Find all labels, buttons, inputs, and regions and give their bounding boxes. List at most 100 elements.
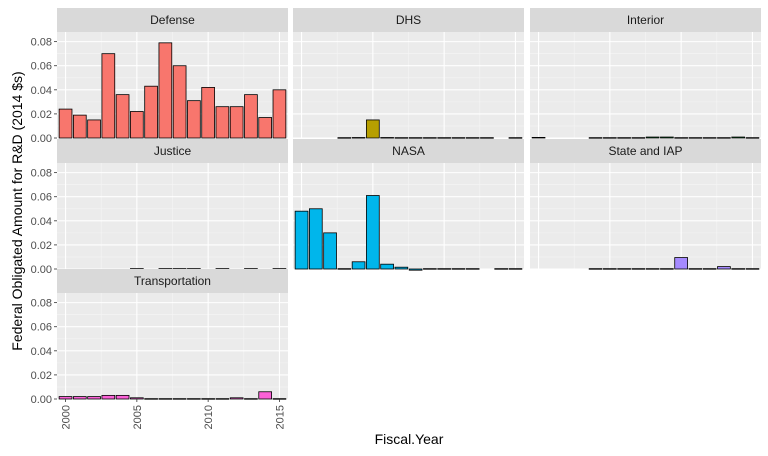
bar xyxy=(172,65,187,139)
bar xyxy=(423,137,437,139)
bar xyxy=(617,137,631,139)
bar xyxy=(745,137,760,139)
bar xyxy=(465,137,480,139)
bar xyxy=(508,137,523,139)
bar xyxy=(130,111,144,139)
bar xyxy=(294,210,309,270)
bar xyxy=(603,268,617,270)
facet-strip xyxy=(57,269,288,293)
bar xyxy=(244,94,258,139)
x-tick-label: 2005 xyxy=(132,405,144,429)
y-tick-label: 0.00 xyxy=(31,394,52,406)
y-tick-label: 0.08 xyxy=(31,168,52,180)
bar xyxy=(731,136,746,139)
facet-strip xyxy=(530,8,761,32)
bar xyxy=(631,268,646,270)
facet-strip xyxy=(57,139,288,163)
facet-strip xyxy=(293,8,524,32)
facet-strip-label: Interior xyxy=(627,13,664,27)
facet-strip-label: Defense xyxy=(150,13,195,27)
x-tick-label: 2010 xyxy=(203,405,215,429)
bar xyxy=(660,136,674,139)
bar xyxy=(351,261,366,270)
bar xyxy=(351,137,366,139)
bar xyxy=(451,137,466,139)
bar xyxy=(115,94,130,139)
bar xyxy=(144,398,158,400)
bar xyxy=(494,268,509,270)
bar xyxy=(337,268,352,270)
y-tick-label: 0.08 xyxy=(31,37,52,49)
facet-strip-label: DHS xyxy=(396,13,421,27)
bar xyxy=(101,53,116,139)
y-tick-label: 0.02 xyxy=(31,240,52,252)
y-tick-label: 0.06 xyxy=(31,192,52,204)
y-tick-label: 0.04 xyxy=(31,216,52,228)
bar xyxy=(380,137,394,139)
bar xyxy=(437,137,451,139)
bar xyxy=(130,397,144,400)
bar xyxy=(366,195,380,270)
facet-nasa: NASA xyxy=(293,139,524,271)
bar xyxy=(508,268,523,270)
bar xyxy=(87,396,101,400)
bar xyxy=(645,268,660,270)
bar xyxy=(408,268,423,271)
bar xyxy=(660,268,674,270)
bar xyxy=(187,398,201,400)
facet-strip xyxy=(293,139,524,163)
x-axis-title: Fiscal.Year xyxy=(375,431,444,447)
bar xyxy=(158,42,173,139)
bar xyxy=(674,257,688,270)
bar xyxy=(229,106,244,139)
facet-interior: Interior xyxy=(530,8,761,139)
facet-strip-label: NASA xyxy=(392,144,425,158)
bar xyxy=(394,266,409,270)
bar xyxy=(244,398,258,400)
bar xyxy=(366,119,380,139)
y-tick-label: 0.00 xyxy=(31,133,52,145)
bar xyxy=(603,137,617,139)
bar xyxy=(158,398,173,400)
bar xyxy=(645,136,660,139)
bar xyxy=(58,108,73,139)
bar xyxy=(423,268,437,270)
bar xyxy=(731,268,746,270)
bar xyxy=(201,87,215,139)
bar xyxy=(688,268,703,270)
bar xyxy=(323,232,337,270)
bar xyxy=(187,100,201,139)
facet-defense: Defense 0.00 0.02 0.04 0.06 0.08 xyxy=(31,8,288,145)
bar xyxy=(58,396,73,400)
facet-state-and-iap: State and IAP xyxy=(530,139,761,270)
bar xyxy=(674,137,688,139)
bar xyxy=(745,268,760,270)
y-tick-label: 0.04 xyxy=(31,85,52,97)
facet-panels: Defense 0.00 0.02 0.04 0.06 0.08 DHS Interior Ju… xyxy=(31,8,761,429)
bar xyxy=(72,114,87,139)
bar xyxy=(272,89,287,139)
bar xyxy=(101,394,116,400)
bar xyxy=(588,137,603,139)
bar xyxy=(631,137,646,139)
facet-strip-label: State and IAP xyxy=(608,144,682,158)
bar xyxy=(87,119,101,139)
bar xyxy=(717,137,731,139)
facet-justice: Justice 0.00 0.02 0.04 0.06 0.08 xyxy=(31,139,288,276)
y-tick-label: 0.02 xyxy=(31,109,52,121)
bar xyxy=(702,137,717,139)
bar xyxy=(437,268,451,270)
bar xyxy=(702,268,717,270)
bar xyxy=(617,268,631,270)
bar xyxy=(308,208,323,270)
y-tick-label: 0.02 xyxy=(31,370,52,382)
x-tick-label: 2000 xyxy=(61,405,73,429)
bar xyxy=(380,263,394,270)
y-tick-label: 0.08 xyxy=(31,298,52,310)
bar xyxy=(480,137,494,139)
bar xyxy=(337,137,352,139)
bar xyxy=(717,266,731,270)
bar xyxy=(531,136,546,139)
y-tick-label: 0.06 xyxy=(31,61,52,73)
